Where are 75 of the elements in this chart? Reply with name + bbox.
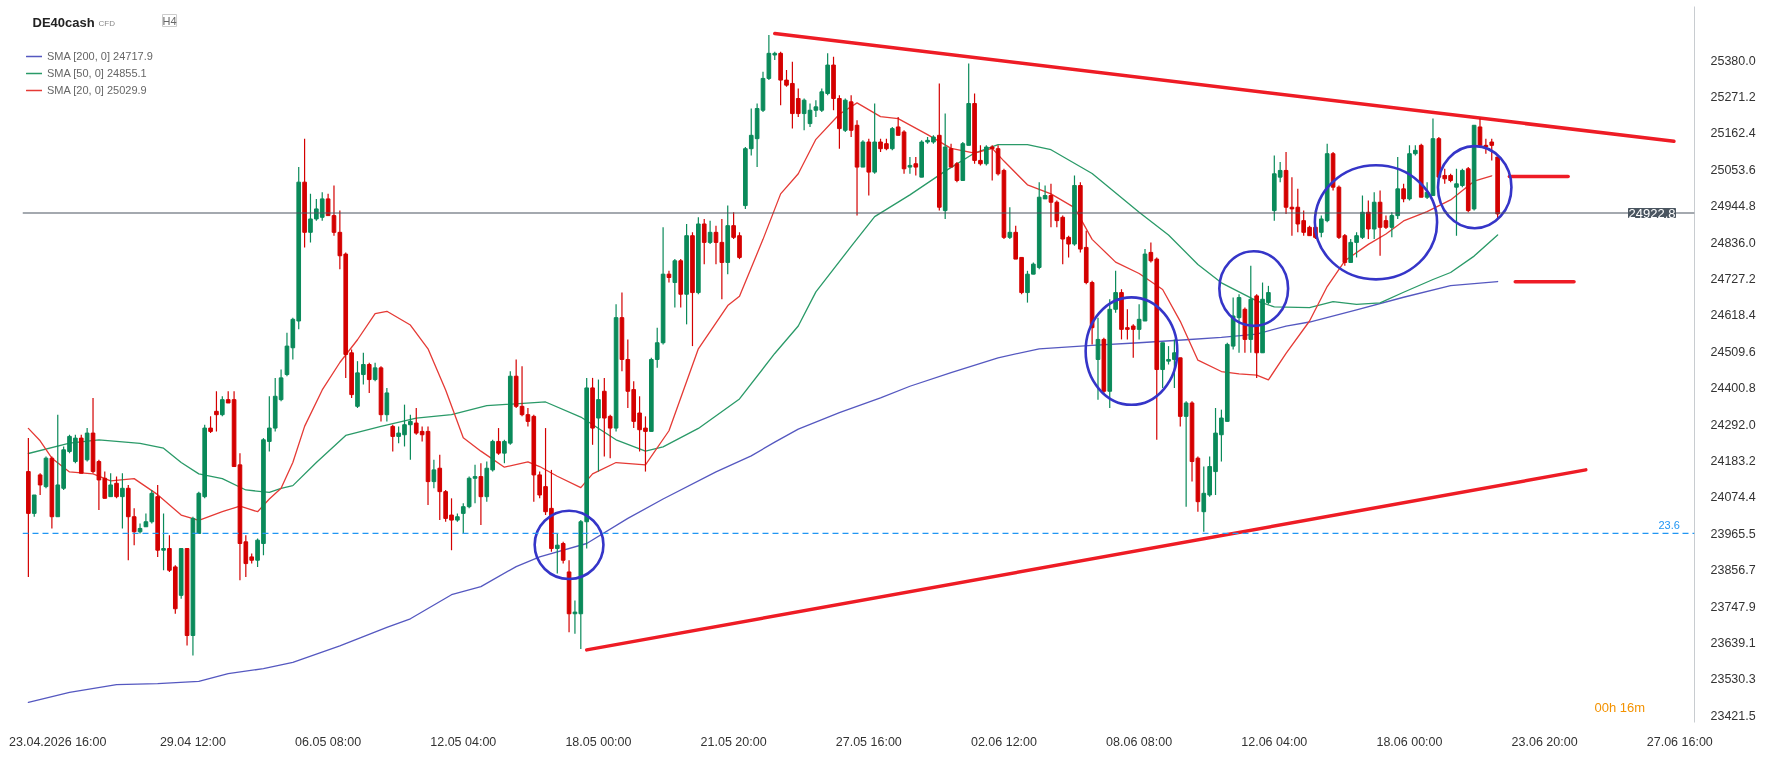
y-tick-label: 23530.3 [1710, 672, 1756, 687]
candlestick [390, 424, 396, 453]
candlestick [214, 390, 219, 433]
candlestick [1366, 199, 1371, 240]
legend-label: SMA [50, 0] 24855.1 [47, 66, 147, 81]
candlestick [384, 387, 390, 422]
candlestick [108, 472, 113, 498]
y-tick-label: 24509.6 [1710, 344, 1756, 359]
candlestick [701, 218, 707, 265]
x-tick-label: 18.06 00:00 [1376, 734, 1443, 749]
candlestick [666, 270, 672, 284]
y-tick-label: 25053.6 [1710, 162, 1756, 177]
candlestick [554, 532, 560, 575]
y-tick-label: 23639.1 [1710, 636, 1756, 650]
candlestick [137, 522, 143, 535]
y-tick-label: 25162.4 [1710, 126, 1756, 141]
y-tick-label: 24727.2 [1710, 271, 1756, 286]
ref-line-label: 24922.8 [1628, 205, 1676, 221]
candlestick [478, 462, 484, 526]
x-tick-label: 12.05 04:00 [430, 734, 497, 749]
candlestick [1401, 183, 1406, 203]
candlestick [672, 258, 678, 309]
x-tick-label: 02.06 12:00 [970, 734, 1038, 749]
candlestick [37, 472, 43, 496]
x-tick-label: 29.04 12:00 [159, 734, 226, 749]
candlestick [120, 472, 125, 530]
y-tick-label: 23965.5 [1710, 526, 1756, 541]
legend-label: SMA [200, 0] 24717.9 [47, 49, 153, 64]
y-tick-label: 24183.2 [1710, 453, 1756, 468]
candlestick [372, 362, 378, 382]
y-tick-label: 24618.4 [1710, 308, 1756, 323]
y-tick-label: 23856.7 [1710, 563, 1756, 578]
x-tick-label: 27.06 16:00 [1646, 734, 1713, 749]
x-tick-label: 27.05 16:00 [835, 734, 902, 749]
candlestick [560, 541, 566, 565]
candlestick [220, 395, 225, 417]
line-series [27, 144, 1499, 493]
candlestick [31, 494, 37, 518]
candlestick [1183, 400, 1189, 508]
candlestick [907, 156, 913, 175]
text: CFD [98, 18, 116, 28]
x-tick-label: 18.05 00:00 [565, 734, 632, 749]
candlestick [707, 220, 713, 245]
x-tick-label: 08.06 08:00 [1106, 734, 1173, 749]
candlestick [496, 427, 501, 456]
candlestick [431, 459, 437, 489]
x-tick-label: 23.04.2026 16:00 [9, 734, 107, 749]
y-tick-label: 25271.2 [1710, 89, 1756, 104]
annotation: H4 [162, 14, 177, 27]
x-tick-label: 06.05 08:00 [295, 734, 362, 749]
annotation: 23.6 [1658, 519, 1680, 532]
y-tick-label: 24400.8 [1710, 381, 1756, 396]
annotation: 00h 16m [1594, 699, 1646, 715]
candlestick [1007, 206, 1013, 240]
candlestick [913, 156, 919, 177]
candlestick [114, 475, 119, 499]
y-tick-label: 23421.5 [1710, 708, 1756, 723]
candlestick [366, 362, 372, 394]
x-tick-label: 23.06 20:00 [1511, 734, 1578, 749]
y-tick-label: 24292.0 [1710, 417, 1756, 432]
candlestick [889, 126, 895, 151]
y-tick-label: 23747.9 [1710, 599, 1756, 614]
candlestick [161, 512, 166, 571]
x-tick-label: 21.05 20:00 [700, 734, 767, 749]
y-tick-label: 24074.4 [1710, 490, 1756, 505]
y-tick-label: 24944.8 [1710, 199, 1756, 214]
y-tick-label: 24836.0 [1710, 235, 1756, 250]
legend-label: SMA [20, 0] 25029.9 [47, 83, 147, 98]
line-series [27, 280, 1499, 704]
x-tick-label: 12.06 04:00 [1241, 734, 1308, 749]
candlestick [984, 144, 989, 167]
candlestick [596, 378, 601, 473]
text: DE40cash [32, 14, 95, 30]
line-series [27, 102, 1493, 522]
y-tick-label: 25380.0 [1710, 53, 1756, 68]
